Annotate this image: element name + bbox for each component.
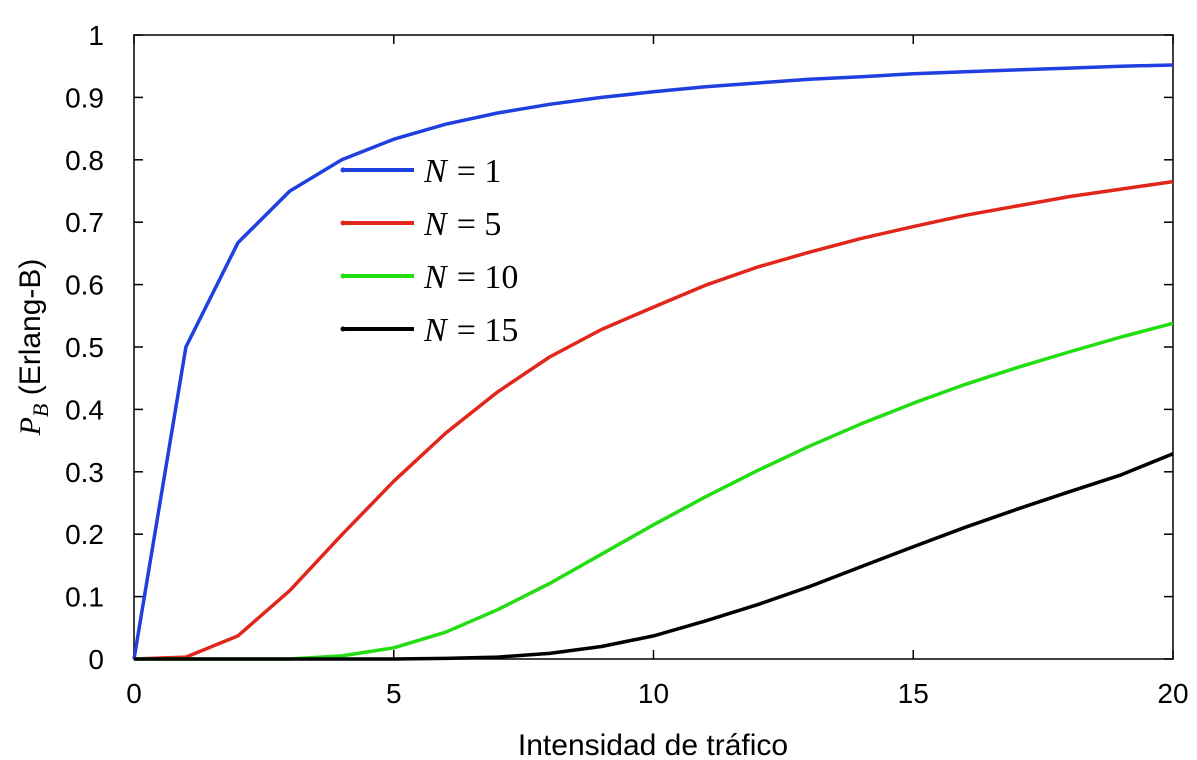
x-axis-label: Intensidad de tráfico xyxy=(518,729,788,760)
axis-ticks: 0 5 10 15 20 0 0.1 0.2 0.3 0.4 0.5 0.6 0.7 0.8 0.9 1 xyxy=(65,20,1189,709)
plot-area xyxy=(133,34,1174,660)
legend-marker xyxy=(340,220,346,226)
y-tick-label: 0.5 xyxy=(65,332,104,363)
legend-entry: N = 1 xyxy=(423,153,501,190)
y-tick-label: 0.2 xyxy=(65,519,104,550)
x-tick-label: 5 xyxy=(386,678,402,709)
legend: N = 1N = 5N = 10N = 15 xyxy=(340,153,518,349)
series-line xyxy=(133,179,1174,661)
y-tick-label: 0.4 xyxy=(65,394,104,425)
legend-marker xyxy=(340,167,346,173)
y-tick-label: 0.1 xyxy=(65,582,104,613)
legend-entry: N = 10 xyxy=(423,259,518,296)
y-axis-label-text: (Erlang-B) xyxy=(14,259,47,404)
series-lines xyxy=(132,63,1174,661)
y-axis-label: PB (Erlang-B) xyxy=(14,259,53,437)
legend-variable: N xyxy=(423,259,449,296)
y-tick-label: 0.6 xyxy=(65,270,104,301)
y-tick-label: 0 xyxy=(88,644,104,675)
x-tick-label: 15 xyxy=(898,678,929,709)
legend-entry: N = 15 xyxy=(423,312,518,349)
y-axis-label-symbol: P xyxy=(14,417,47,436)
x-tick-label: 10 xyxy=(638,678,669,709)
legend-value: = 1 xyxy=(457,153,502,190)
legend-value: = 10 xyxy=(457,259,519,296)
legend-value: = 5 xyxy=(457,206,502,243)
y-tick-label: 0.8 xyxy=(65,145,104,176)
y-tick-label: 0.3 xyxy=(65,457,104,488)
legend-entry: N = 5 xyxy=(423,206,501,243)
legend-value: = 15 xyxy=(457,312,519,349)
legend-marker xyxy=(340,273,346,279)
x-tick-label: 0 xyxy=(126,678,142,709)
series-line xyxy=(132,63,1174,660)
y-tick-label: 0.9 xyxy=(65,82,104,113)
y-tick-label: 0.7 xyxy=(65,207,104,238)
legend-marker xyxy=(340,326,346,332)
legend-variable: N xyxy=(423,206,449,243)
series-line xyxy=(134,452,1174,661)
y-axis-label-subscript: B xyxy=(28,404,53,417)
x-tick-label: 20 xyxy=(1157,678,1188,709)
y-tick-label: 1 xyxy=(88,20,104,51)
legend-variable: N xyxy=(423,153,449,190)
legend-variable: N xyxy=(423,312,449,349)
